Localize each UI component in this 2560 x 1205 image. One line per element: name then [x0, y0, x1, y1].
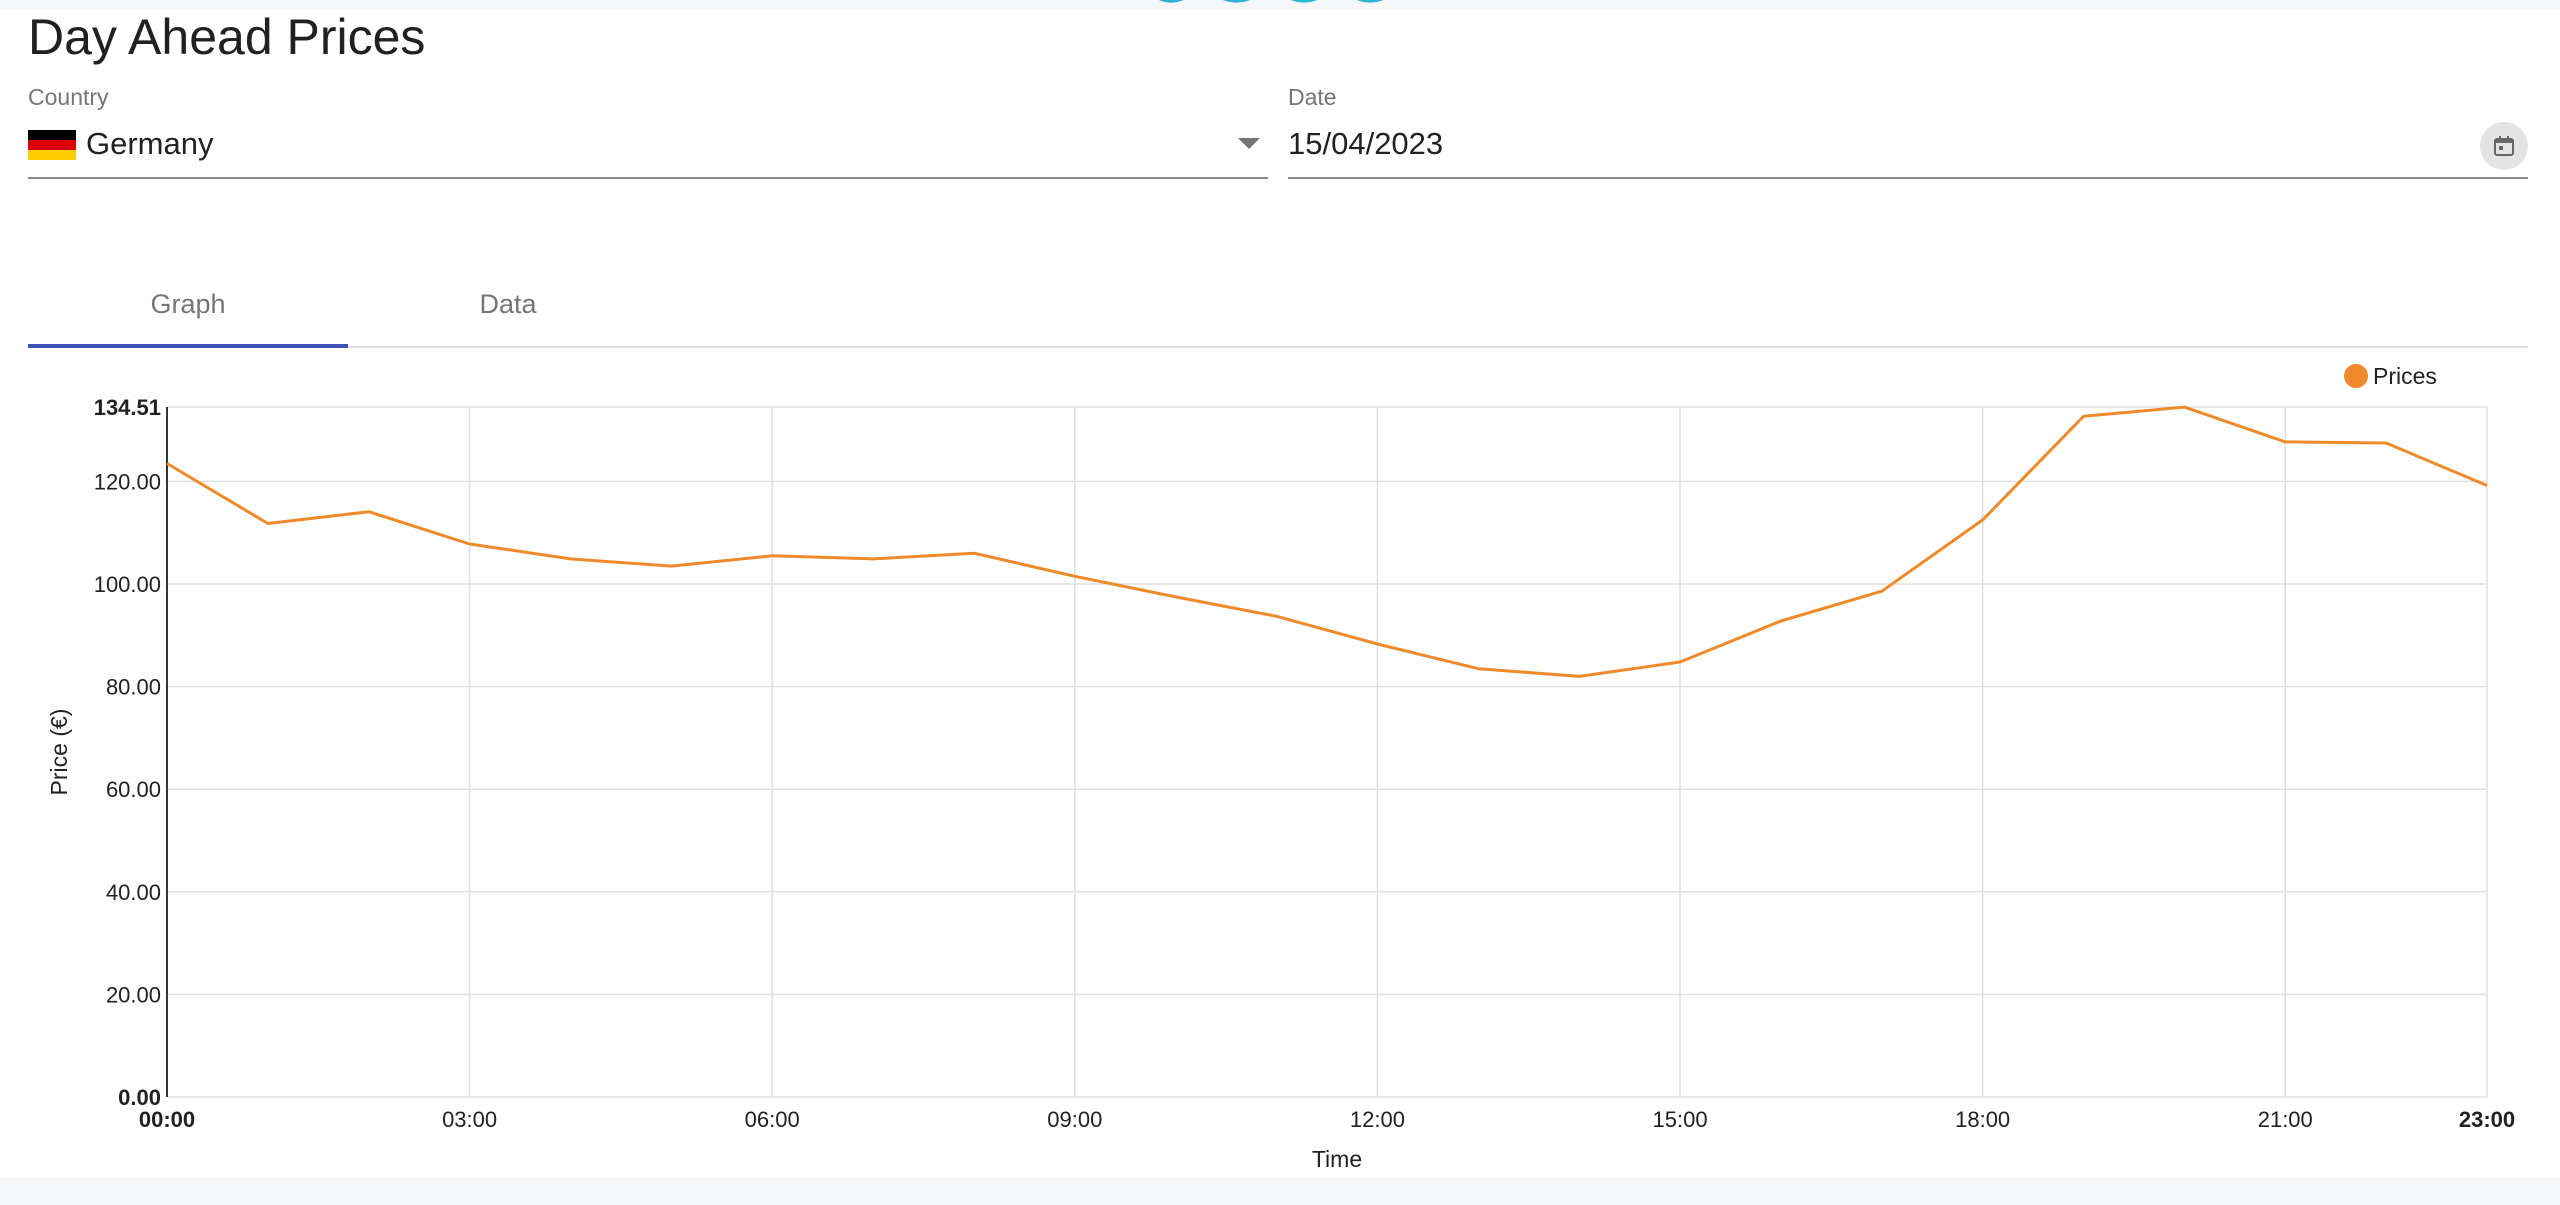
legend-marker — [2344, 364, 2368, 388]
x-tick-label: 15:00 — [1653, 1107, 1708, 1132]
x-tick-label: 03:00 — [442, 1107, 497, 1132]
data-point — [1072, 573, 1078, 579]
data-point — [1677, 659, 1683, 665]
data-point — [668, 563, 674, 569]
chart-svg: 0.00 20.00 40.00 60.00 80.00 100.00 120.00 134.… — [46, 363, 2515, 1172]
date-label: Date — [1288, 84, 1337, 110]
germany-flag-icon — [28, 130, 76, 160]
y-tick-label: 134.51 — [94, 395, 161, 420]
country-label: Country — [28, 84, 109, 110]
y-tick-label: 100.00 — [94, 572, 161, 597]
x-axis-title: Time — [1312, 1146, 1362, 1172]
x-tick-label: 12:00 — [1350, 1107, 1405, 1132]
y-tick-label: 80.00 — [106, 675, 161, 700]
data-point — [1576, 673, 1582, 679]
data-point — [164, 460, 170, 466]
data-point — [1879, 588, 1885, 594]
header-strip — [0, 0, 2560, 10]
data-point — [1274, 613, 1280, 619]
chevron-down-icon[interactable] — [1238, 138, 1260, 149]
data-point — [2282, 439, 2288, 445]
data-point — [2181, 404, 2187, 410]
data-point — [467, 541, 473, 547]
x-tick-label: 06:00 — [745, 1107, 800, 1132]
data-point — [2484, 483, 2490, 489]
data-point — [1475, 666, 1481, 672]
active-tab-indicator — [28, 344, 348, 348]
x-tick-label: 21:00 — [2258, 1107, 2313, 1132]
y-tick-label: 40.00 — [106, 880, 161, 905]
data-point — [971, 550, 977, 556]
y-tick-label: 0.00 — [118, 1085, 161, 1110]
y-tick-label: 20.00 — [106, 982, 161, 1007]
x-tick-label: 00:00 — [139, 1107, 195, 1132]
logo — [1159, 0, 1383, 3]
flag-stripe — [28, 150, 76, 160]
y-tick-label: 60.00 — [106, 777, 161, 802]
data-point — [769, 553, 775, 559]
tab-data[interactable]: Data — [479, 288, 537, 319]
tab-graph[interactable]: Graph — [150, 288, 226, 319]
y-axis-title: Price (€) — [46, 709, 72, 796]
price-chart: 0.00 20.00 40.00 60.00 80.00 100.00 120.00 134.… — [0, 350, 2560, 1178]
flag-stripe — [28, 140, 76, 150]
y-tick-label: 120.00 — [94, 469, 161, 494]
calendar-button[interactable] — [2480, 122, 2528, 170]
data-point — [1374, 641, 1380, 647]
footer-strip — [0, 1178, 2560, 1205]
view-tabs: Graph Data — [28, 262, 2528, 348]
data-point — [2383, 440, 2389, 446]
date-value: 15/04/2023 — [1288, 126, 1444, 161]
date-field[interactable]: Date 15/04/2023 — [1288, 84, 2528, 179]
prices-series-line — [166, 405, 2488, 678]
page-title: Day Ahead Prices — [28, 9, 426, 65]
data-point — [1778, 618, 1784, 624]
data-point — [1980, 517, 1986, 523]
data-point — [1173, 594, 1179, 600]
data-point — [265, 520, 271, 526]
data-point — [2081, 413, 2087, 419]
data-point — [567, 556, 573, 562]
data-point — [366, 509, 372, 515]
legend-label: Prices — [2373, 363, 2437, 389]
x-tick-label: 18:00 — [1955, 1107, 2010, 1132]
x-tick-label: 23:00 — [2459, 1107, 2515, 1132]
country-select[interactable]: Country Germany — [28, 84, 1268, 179]
calendar-icon — [2494, 136, 2514, 156]
country-value: Germany — [86, 126, 214, 161]
x-tick-label: 09:00 — [1047, 1107, 1102, 1132]
flag-stripe — [28, 130, 76, 140]
data-point — [870, 556, 876, 562]
